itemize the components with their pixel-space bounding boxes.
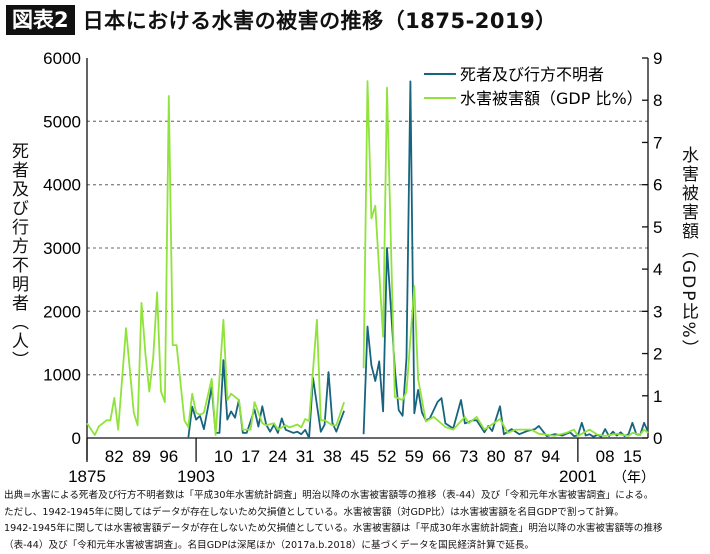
right-tick-label: 4 [653,260,662,279]
x-tick-label: 73 [459,447,478,466]
left-axis-label: 死者及び行方不明者（人） [8,142,28,370]
x-tick-label-major: 1903 [177,467,215,486]
damage-gdp-series-line [362,80,649,437]
x-tick-label: 66 [432,447,451,466]
x-tick-label: 80 [487,447,506,466]
right-tick-label: 5 [653,218,662,237]
footnote-line: 出典=水害による死者及び行方不明者数は「平成30年水害統計調査」明治以降の水害被… [4,490,654,501]
left-tick-label: 0 [72,429,81,448]
left-tick-label: 1000 [43,366,81,385]
right-tick-label: 3 [653,302,662,321]
left-tick-label: 5000 [43,112,81,131]
right-tick-label: 0 [653,429,662,448]
x-tick-label: 10 [214,447,233,466]
figure-badge: 図表2 [6,5,75,35]
damage-gdp-series-line [86,95,345,436]
right-tick-label: 6 [653,176,662,195]
right-tick-label: 7 [653,133,662,152]
x-tick-label: 96 [159,447,178,466]
x-tick-label: 89 [132,447,151,466]
chart-title: 図表2 日本における水害の被害の推移（1875-2019） [6,5,557,35]
x-tick-label: 31 [296,447,315,466]
x-tick-label: 87 [514,447,533,466]
footnote-line: ただし、1942-1945年に関してはデータが存在しないため欠損値としている。水… [4,506,624,518]
x-tick-label: 94 [541,447,560,466]
left-tick-label: 2000 [43,302,81,321]
right-tick-label: 8 [653,91,662,110]
legend-label: 死者及び行方不明者 [460,65,604,84]
x-tick-label: 17 [241,447,260,466]
x-tick-label: 82 [105,447,124,466]
x-tick-label-major: 2001 [559,467,597,486]
title-text: 日本における水害の被害の推移（1875-2019） [82,9,557,33]
x-unit-label: （年） [613,470,655,486]
x-tick-label: 08 [596,447,615,466]
right-tick-label: 9 [653,49,662,68]
left-tick-label: 6000 [43,49,81,68]
footnote-line: 1942-1945年に関しては水害被害額データが存在しないため欠損値としている。… [4,523,663,534]
x-tick-label-major: 1875 [68,467,106,486]
right-tick-label: 2 [653,345,662,364]
x-tick-label: 59 [405,447,424,466]
right-tick-label: 1 [653,387,662,406]
right-axis-label: 水害被害額（GDP比%） [678,146,698,359]
left-tick-label: 4000 [43,176,81,195]
left-tick-label: 3000 [43,239,81,258]
x-tick-label: 24 [268,447,287,466]
x-tick-label: 52 [378,447,397,466]
legend-label: 水害被害額（GDP 比%） [460,89,643,108]
footnote-line: （表-44）及び「令和元年水害被害調査」。名目GDPは深尾ほか（2017a.b.… [4,539,535,551]
x-tick-label: 15 [623,447,642,466]
footnotes: 出典=水害による死者及び行方不明者数は「平成30年水害統計調査」明治以降の水害被… [4,488,710,554]
x-tick-label: 45 [350,447,369,466]
x-tick-label: 38 [323,447,342,466]
